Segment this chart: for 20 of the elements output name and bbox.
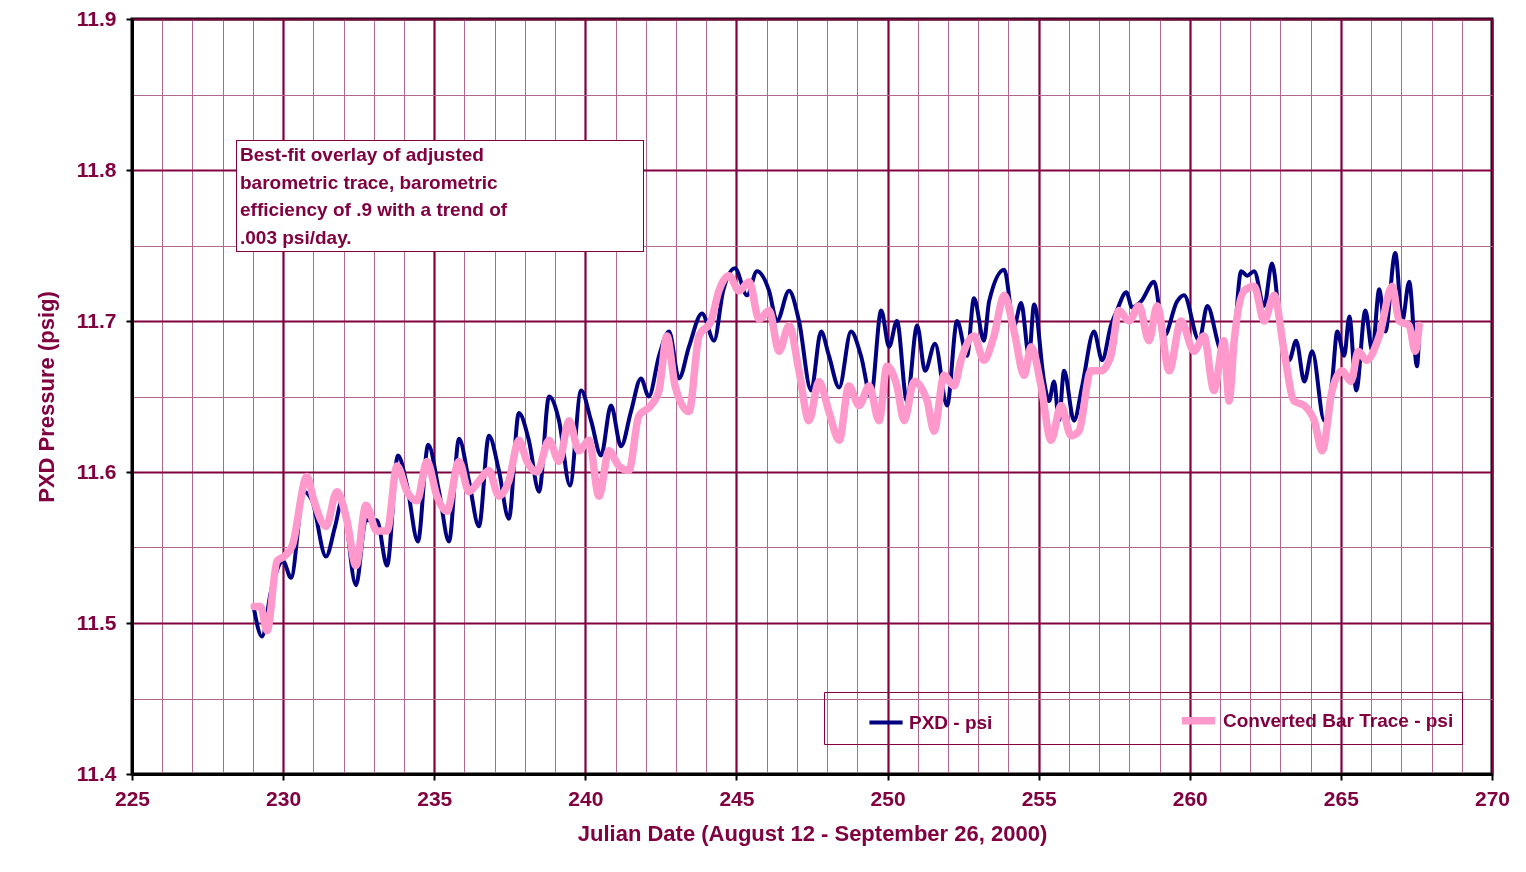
x-axis-title: Julian Date (August 12 - September 26, 2000) <box>577 820 1048 846</box>
x-tick-label: 235 <box>417 786 453 810</box>
x-tick-label: 270 <box>1474 786 1511 810</box>
y-tick-label: 11.6 <box>76 459 117 483</box>
x-tick-label: 245 <box>719 786 755 810</box>
y-tick-label: 11.4 <box>76 761 117 785</box>
x-tick-label: 240 <box>568 786 604 810</box>
x-tick-label: 260 <box>1172 786 1208 810</box>
y-tick-label: 11.9 <box>76 6 117 30</box>
x-tick-label: 225 <box>114 786 151 810</box>
x-tick-label: 255 <box>1021 786 1057 810</box>
y-tick-label: 11.7 <box>76 308 117 332</box>
annotation: Best-fit overlay of adjusted barometric trace, barometric efficiency of .9 with a trend of .003 psi/day. <box>240 143 509 250</box>
x-tick-label: 265 <box>1323 786 1360 810</box>
note-box: Best-fit overlay of adjusted barometric trace, barometric efficiency of .9 with a trend of .003 psi/day. <box>236 140 644 252</box>
y-axis-title: PXD Pressure (psig) <box>33 291 59 503</box>
y-tick-label: 11.5 <box>76 610 117 634</box>
y-tick-label: 11.8 <box>76 157 117 181</box>
x-tick-label: 250 <box>870 786 906 810</box>
x-tick-label: 230 <box>266 786 302 810</box>
